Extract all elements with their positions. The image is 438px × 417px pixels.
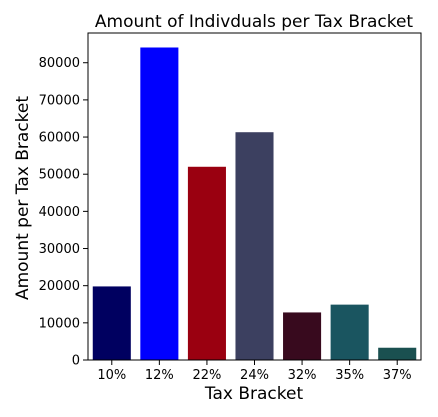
bar-4 xyxy=(235,132,274,360)
x-tick-label-5: 32% xyxy=(288,368,317,383)
x-tick-label-7: 37% xyxy=(383,368,412,383)
bar-5 xyxy=(283,312,322,360)
bar-1 xyxy=(92,286,131,360)
chart-title: Amount of Indivduals per Tax Bracket xyxy=(95,12,414,32)
y-tick-label-9: 80000 xyxy=(39,56,80,71)
x-axis-label: Tax Bracket xyxy=(204,384,304,404)
plot-area: 0 10000 20000 30000 40000 50000 60000 70000 8000… xyxy=(39,32,422,383)
y-tick-label-4: 30000 xyxy=(39,242,80,257)
y-tick-label-3: 20000 xyxy=(39,279,80,294)
y-tick-label-7: 60000 xyxy=(39,131,80,146)
y-tick-label-8: 70000 xyxy=(39,93,80,108)
y-tick-label-6: 50000 xyxy=(39,168,80,183)
y-tick-label-2: 10000 xyxy=(39,316,80,331)
bar-3 xyxy=(187,166,226,360)
x-tick-label-2: 12% xyxy=(145,368,174,383)
bar-2 xyxy=(140,47,179,361)
x-tick-label-6: 35% xyxy=(335,368,364,383)
x-tick-label-3: 22% xyxy=(192,368,221,383)
y-tick-label-5: 40000 xyxy=(39,205,80,220)
y-tick-label-1: 0 xyxy=(72,354,80,369)
y-axis-label: Amount per Tax Bracket xyxy=(13,96,33,300)
x-tick-label-4: 24% xyxy=(240,368,269,383)
x-tick-label-1: 10% xyxy=(97,368,126,383)
bar-7 xyxy=(378,347,417,360)
bar-6 xyxy=(330,304,369,360)
